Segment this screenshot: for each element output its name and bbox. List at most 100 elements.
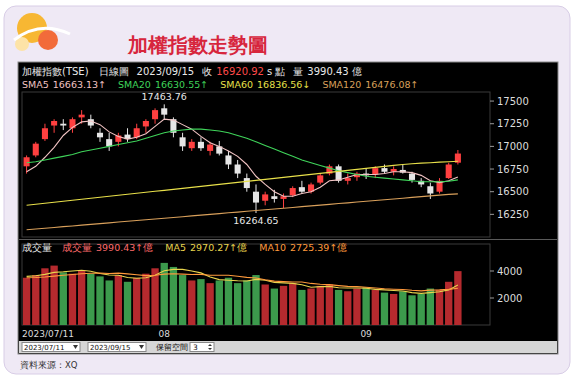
- y-tick-label: 16250: [497, 209, 529, 220]
- y-tick-label: 2000: [497, 293, 522, 304]
- y-tick: [490, 271, 494, 272]
- legend-value: 2725.39: [290, 242, 329, 253]
- deco-circle: [38, 30, 58, 50]
- candle-body: [225, 155, 231, 164]
- candle-body: [97, 133, 103, 138]
- candle-body: [60, 124, 66, 126]
- candle-body: [235, 165, 241, 174]
- info-close-label: 收: [202, 66, 212, 77]
- volume-bar: [87, 274, 94, 325]
- source-note: 資料來源：XQ: [20, 360, 78, 370]
- info-volume-unit: 億: [352, 66, 362, 77]
- legend-trend: ↑: [229, 242, 237, 253]
- x-tick-label: 2023/07/11: [22, 329, 74, 339]
- volume-bar: [298, 290, 305, 325]
- volume-bar: [96, 276, 103, 325]
- volume-bar: [335, 290, 342, 325]
- ma-line: [27, 194, 458, 230]
- volume-bar: [142, 274, 149, 325]
- plot-frame: [22, 92, 490, 237]
- dropdown-arrow: [73, 345, 78, 349]
- plot-area: [23, 263, 462, 325]
- candle-body: [345, 178, 351, 181]
- candle-body: [253, 192, 259, 203]
- legend-trend: ↓: [302, 79, 310, 90]
- ma-line: [27, 269, 458, 293]
- legend-value: 16630.55: [155, 79, 200, 90]
- y-tick: [490, 191, 494, 192]
- volume-bar: [418, 294, 425, 325]
- y-tick: [490, 123, 494, 124]
- legend-trend: ↑: [98, 79, 106, 90]
- candle-body: [161, 108, 167, 114]
- volume-bar: [234, 283, 241, 325]
- volume-bar: [454, 271, 461, 325]
- y-tick: [490, 101, 494, 102]
- candle-body: [189, 142, 195, 148]
- volume-title: 成交量: [22, 242, 52, 253]
- candle-body: [381, 168, 387, 172]
- date-box: [88, 343, 146, 352]
- candle-body: [372, 168, 378, 174]
- spin-box: [190, 343, 214, 352]
- volume-bar: [225, 278, 232, 325]
- info-close-unit: s 點: [267, 66, 285, 77]
- volume-bar: [23, 278, 30, 325]
- y-tick: [490, 298, 494, 299]
- y-tick-label: 16500: [497, 186, 529, 197]
- info-bar: 加權指數(TSE)日線圖2023/09/15收16920.92s 點量3990.…: [22, 66, 362, 77]
- volume-bar: [427, 289, 434, 325]
- candle-body: [152, 110, 158, 119]
- info-date: 2023/09/15: [137, 66, 195, 77]
- volume-bar: [317, 286, 324, 325]
- legend-name: 成交量: [62, 242, 92, 253]
- candle-body: [51, 121, 57, 126]
- legend-entry: SMA6016836.56↓: [220, 79, 310, 90]
- x-tick-label: 08: [159, 329, 171, 339]
- candle-body: [299, 187, 305, 192]
- date-box: [22, 343, 80, 352]
- legend-value: 3990.43: [96, 242, 135, 253]
- info-name: 加權指數(TSE): [22, 66, 89, 77]
- legend-value: 16836.56: [257, 79, 302, 90]
- high-annotation: 17463.76: [142, 91, 187, 102]
- volume-bar: [408, 295, 415, 325]
- candle-body: [33, 144, 39, 156]
- volume-bar: [243, 280, 250, 325]
- toolbar-space: 3: [193, 343, 198, 352]
- toolbar: [19, 341, 557, 353]
- legend-entry: MA52970.27↑億: [165, 242, 247, 253]
- volume-bar: [69, 274, 76, 325]
- volume-bar: [78, 271, 85, 325]
- volume-bar: [106, 280, 113, 325]
- volume-bar: [289, 283, 296, 325]
- legend-name: MA5: [165, 242, 186, 253]
- candle-body: [262, 194, 268, 200]
- volume-bar: [50, 266, 57, 325]
- volume-bar: [115, 275, 122, 325]
- spin-arrows: [208, 344, 212, 350]
- volume-bar: [362, 287, 369, 325]
- toolbar-space-label: 保留空間: [156, 343, 188, 352]
- candle-body: [198, 142, 204, 148]
- y-tick-label: 16750: [497, 164, 529, 175]
- legend-name: SMA20: [118, 79, 151, 90]
- volume-bar: [170, 267, 177, 325]
- volume-bar: [326, 285, 333, 326]
- legend-entry: SMA2016630.55↑: [118, 79, 208, 90]
- legend-entry: SMA516663.13↑: [22, 79, 106, 90]
- volume-bar: [372, 290, 379, 325]
- legend-unit: 億: [143, 242, 153, 253]
- legend-trend: ↑: [135, 242, 143, 253]
- chart-panel: [18, 62, 558, 354]
- candle-body: [290, 188, 296, 195]
- volume-bar: [32, 275, 39, 325]
- candle-body: [42, 128, 48, 139]
- volume-bar: [179, 275, 186, 325]
- candle-body: [180, 137, 186, 146]
- candle-body: [271, 196, 277, 199]
- volume-bar: [271, 289, 278, 325]
- candle-body: [143, 121, 149, 126]
- plot-area: [24, 104, 461, 229]
- page-panel: [4, 6, 570, 374]
